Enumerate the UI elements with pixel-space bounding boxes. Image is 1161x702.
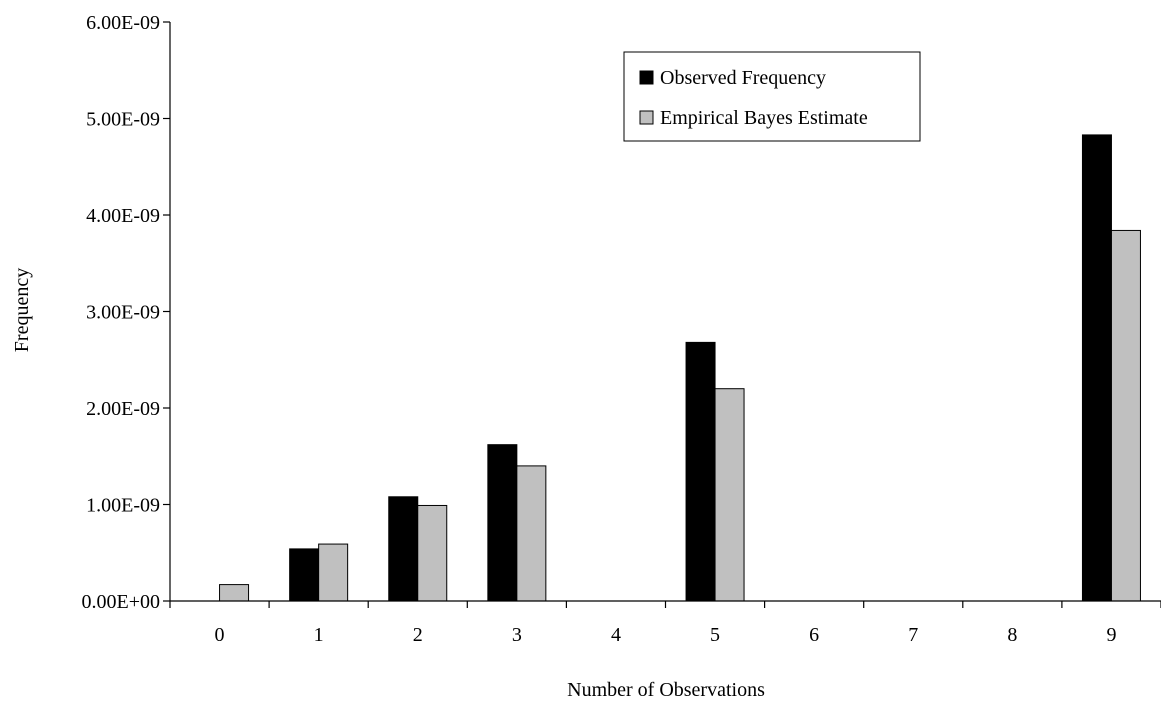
observed-frequency-bar [487,444,518,602]
y-tick-label: 4.00E-09 [86,205,160,227]
x-tick-label: 7 [908,624,918,646]
x-axis-title: Number of Observations [567,679,765,701]
x-tick-label: 8 [1007,624,1017,646]
legend-label-empirical: Empirical Bayes Estimate [660,107,868,129]
x-tick-label: 1 [314,624,324,646]
observed-frequency-bar [388,496,419,602]
y-axis-title: Frequency [11,268,33,352]
empirical-bayes-bar [714,388,745,602]
empirical-bayes-bar [1110,229,1141,602]
legend-label-observed: Observed Frequency [660,67,826,89]
x-tick-label: 4 [611,624,621,646]
bars [219,134,1141,602]
empirical-bayes-bar [318,543,349,602]
y-tick-label: 1.00E-09 [86,495,160,517]
x-tick-label: 6 [809,624,819,646]
y-tick-label: 6.00E-09 [86,12,160,34]
observed-frequency-bar [289,548,320,602]
observed-frequency-bar [685,341,716,602]
x-tick-label: 3 [512,624,522,646]
observed-frequency-bar [1081,134,1112,602]
legend-box [623,51,921,142]
y-tick-label: 0.00E+00 [82,591,161,613]
y-axis-ticks: 0.00E+00 1.00E-09 2.00E-09 3.00E-09 4.00E-09… [82,12,170,613]
x-tick-label: 0 [215,624,225,646]
y-tick-label: 5.00E-09 [86,109,160,131]
x-tick-label: 5 [710,624,720,646]
empirical-bayes-bar [219,584,250,602]
legend: Observed Frequency Empirical Bayes Estim… [623,51,921,142]
x-tick-label: 9 [1106,624,1116,646]
y-tick-label: 3.00E-09 [86,302,160,324]
legend-swatch-observed [639,70,654,85]
x-tick-label: 2 [413,624,423,646]
x-axis-ticks: 0 1 2 3 4 5 6 7 8 9 [169,601,1161,646]
empirical-bayes-bar [516,465,547,602]
legend-swatch-empirical [639,110,654,125]
y-tick-label: 2.00E-09 [86,398,160,420]
empirical-bayes-bar [417,504,448,602]
